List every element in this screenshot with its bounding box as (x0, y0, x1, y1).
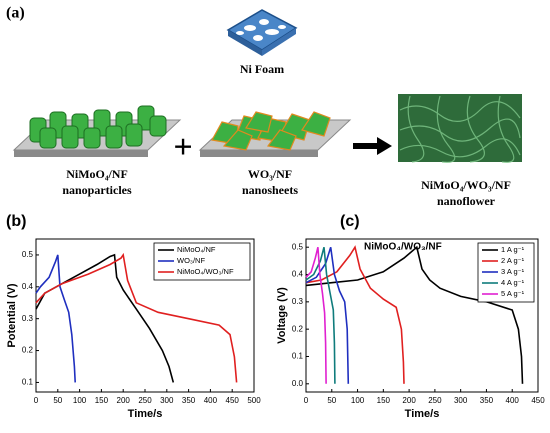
x-tick-label: 50 (53, 396, 62, 405)
legend-label: NiMoO₄/NF (177, 245, 216, 254)
y-tick-label: 0.0 (292, 379, 304, 388)
nanosheets-icon (198, 111, 352, 157)
x-tick-label: 200 (117, 396, 131, 405)
x-tick-label: 100 (351, 396, 365, 405)
foam-label: Ni Foam (240, 62, 284, 76)
x-tick-label: 250 (428, 396, 442, 405)
chart-panel: 0 50 100 150 200 250 300 350 400 450 500 0.1 0.2 0.3 0… (6, 213, 261, 420)
left-kind: nanoparticles (62, 183, 132, 197)
legend-label: 5 A g⁻¹ (501, 289, 525, 298)
y-tick-label: 0.2 (22, 346, 34, 355)
panel-label: (a) (6, 5, 25, 22)
ni-foam-icon (226, 9, 298, 56)
y-axis-label: Potential (V) (6, 283, 18, 348)
x-tick-label: 150 (95, 396, 109, 405)
panel-label: (b) (6, 213, 26, 230)
x-tick-label: 500 (247, 396, 261, 405)
arrow (353, 137, 392, 155)
x-tick-label: 350 (182, 396, 196, 405)
x-tick-label: 0 (304, 396, 309, 405)
y-tick-label: 0.5 (292, 242, 304, 251)
y-tick-label: 0.2 (292, 324, 304, 333)
series-line (35, 252, 238, 383)
x-tick-label: 300 (454, 396, 468, 405)
y-tick-label: 0.5 (22, 250, 34, 259)
series-line (305, 246, 336, 384)
nanoparticles-icon (12, 105, 182, 157)
y-tick-label: 0.3 (292, 297, 304, 306)
x-tick-label: 150 (377, 396, 391, 405)
x-tick-label: 400 (506, 396, 520, 405)
legend-label: 3 A g⁻¹ (501, 267, 525, 276)
y-tick-label: 0.1 (292, 352, 304, 361)
x-tick-label: 400 (204, 396, 218, 405)
mid-name: WO₃/NF (248, 167, 292, 181)
y-tick-label: 0.4 (22, 282, 34, 291)
plot-frame (305, 238, 539, 393)
x-tick-label: 250 (138, 396, 152, 405)
x-tick-label: 0 (34, 396, 39, 405)
left-name: NiMoO₄/NF (66, 167, 128, 181)
annotation: NiMoO₄/WO₃/NF (364, 242, 442, 253)
y-axis-label: Voltage (V) (276, 287, 288, 344)
y-tick-label: 0.3 (22, 314, 34, 323)
nanoflower-icon (398, 94, 522, 163)
right-kind: nanoflower (437, 194, 496, 208)
x-tick-label: 300 (160, 396, 174, 405)
x-tick-label: 200 (402, 396, 416, 405)
legend-label: 2 A g⁻¹ (501, 256, 525, 265)
legend-label: WO₃/NF (177, 256, 205, 265)
chart-panel: 0 50 100 150 200 250 300 350 400 450 0.0 0.1 0.2 0.3 0… (276, 213, 545, 420)
y-tick-label: 0.4 (292, 270, 304, 279)
y-tick-label: 0.1 (22, 378, 34, 387)
series-line (305, 245, 524, 384)
mid-kind: nanosheets (242, 183, 298, 197)
x-tick-label: 50 (327, 396, 336, 405)
x-tick-label: 350 (480, 396, 494, 405)
series-line (305, 247, 327, 384)
x-tick-label: 100 (73, 396, 87, 405)
legend-label: 4 A g⁻¹ (501, 278, 525, 287)
legend-label: NiMoO₄/WO₃/NF (177, 267, 234, 276)
right-name: NiMoO₄/WO₃/NF (421, 178, 511, 192)
series-line (35, 253, 175, 383)
panel-label: (c) (340, 213, 360, 230)
plus-sign: + (173, 129, 192, 166)
x-tick-label: 450 (226, 396, 240, 405)
series-line (35, 254, 76, 383)
legend-label: 1 A g⁻¹ (501, 245, 525, 254)
x-axis-label: Time/s (405, 408, 440, 420)
x-axis-label: Time/s (128, 408, 163, 420)
schematic: (a) Ni Foam NiMoO₄/NF nanoparticle (6, 5, 522, 208)
x-tick-label: 450 (531, 396, 545, 405)
